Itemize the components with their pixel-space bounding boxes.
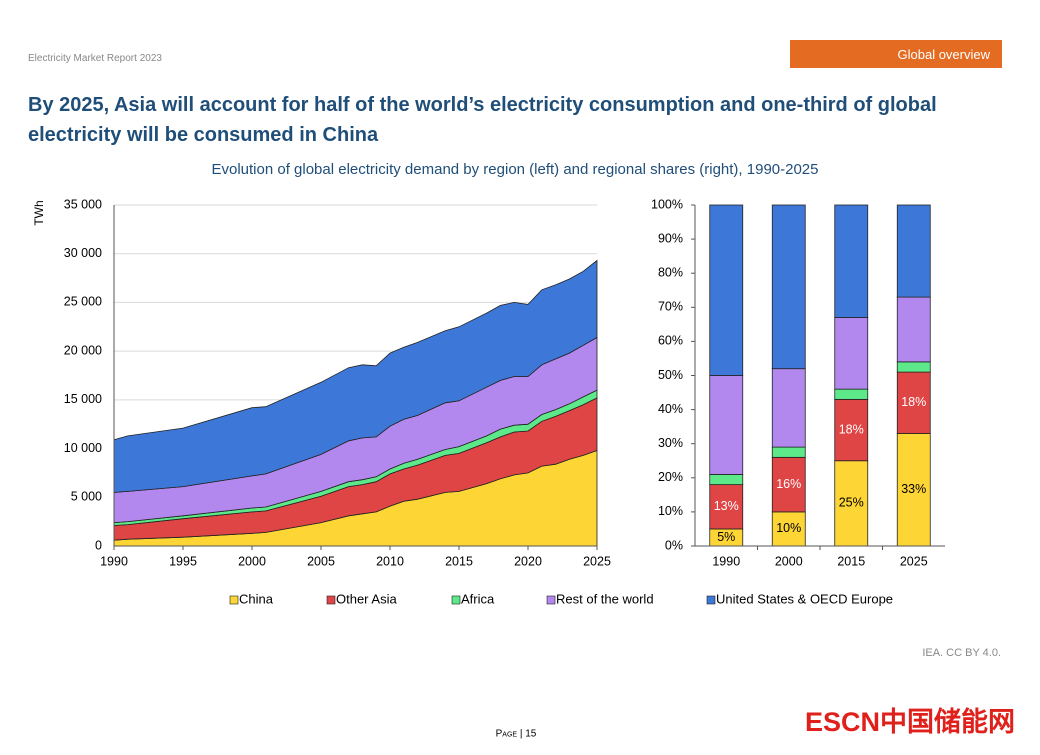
- legend-label: China: [239, 591, 274, 606]
- bar-segment: [709, 204, 744, 376]
- x-tick-label: 2025: [583, 554, 611, 568]
- page-title: By 2025, Asia will account for half of t…: [28, 94, 937, 146]
- y-tick-label: 80%: [658, 265, 683, 279]
- value-label: 10%: [776, 521, 801, 535]
- bar-segment: [771, 204, 806, 370]
- bar-segment: [896, 204, 931, 298]
- y-axis-label: TWh: [32, 200, 46, 225]
- y-tick-label: 35 000: [64, 197, 102, 211]
- x-tick-label: 1990: [712, 554, 740, 568]
- x-tick-label: 2000: [238, 554, 266, 568]
- legend-label: United States & OECD Europe: [716, 591, 893, 606]
- y-tick-label: 10 000: [64, 441, 102, 455]
- y-tick-label: 100%: [651, 197, 683, 211]
- value-label: 5%: [717, 530, 735, 544]
- legend-swatch: [229, 595, 239, 605]
- x-tick-label: 2015: [837, 554, 865, 568]
- x-tick-label: 2015: [445, 554, 473, 568]
- bar-segment: [834, 460, 869, 547]
- bar-segment: [834, 388, 869, 400]
- x-tick-label: 2020: [514, 554, 542, 568]
- section-label: Global overview: [897, 47, 991, 62]
- x-tick-label: 2005: [307, 554, 335, 568]
- value-label: 33%: [901, 482, 926, 496]
- y-tick-label: 10%: [658, 504, 683, 518]
- legend-swatch: [706, 595, 716, 605]
- legend-label: Other Asia: [336, 591, 397, 606]
- legend-label: Africa: [461, 591, 495, 606]
- bar-segment: [834, 204, 869, 318]
- watermark: ESCN中国储能网: [805, 706, 1015, 737]
- legend-swatch: [451, 595, 461, 605]
- value-label: 25%: [839, 496, 864, 510]
- x-tick-label: 1995: [169, 554, 197, 568]
- bar-segment: [709, 375, 744, 475]
- bar-segment: [771, 446, 806, 458]
- page-number: Page | 15: [496, 729, 537, 740]
- value-label: 16%: [776, 477, 801, 491]
- x-tick-label: 1990: [100, 554, 128, 568]
- bar-segment: [771, 456, 806, 513]
- source: IEA. CC BY 4.0.: [922, 647, 1001, 659]
- bar-segment: [896, 361, 931, 373]
- y-tick-label: 15 000: [64, 392, 102, 406]
- x-tick-label: 2010: [376, 554, 404, 568]
- y-tick-label: 25 000: [64, 295, 102, 309]
- legend-label: Rest of the world: [556, 591, 654, 606]
- section-tag: Global overview: [790, 40, 1002, 68]
- y-tick-label: 40%: [658, 402, 683, 416]
- bar-segment: [834, 317, 869, 390]
- legend-swatch: [546, 595, 556, 605]
- legend-swatch: [326, 595, 336, 605]
- chart-subtitle: Evolution of global electricity demand b…: [211, 161, 818, 178]
- bar-segment: [896, 371, 931, 434]
- bar-segment: [896, 296, 931, 363]
- y-tick-label: 20 000: [64, 343, 102, 357]
- y-tick-label: 60%: [658, 334, 683, 348]
- bar-segment: [709, 484, 744, 530]
- y-tick-label: 0%: [665, 538, 683, 552]
- y-tick-label: 70%: [658, 300, 683, 314]
- y-tick-label: 50%: [658, 368, 683, 382]
- value-label: 13%: [714, 499, 739, 513]
- y-tick-label: 30%: [658, 436, 683, 450]
- x-tick-label: 2025: [900, 554, 928, 568]
- y-tick-label: 30 000: [64, 246, 102, 260]
- y-tick-label: 5 000: [71, 490, 102, 504]
- y-tick-label: 0: [95, 538, 102, 552]
- y-tick-label: 90%: [658, 231, 683, 245]
- report-name: Electricity Market Report 2023: [28, 53, 162, 64]
- value-label: 18%: [901, 395, 926, 409]
- y-tick-label: 20%: [658, 470, 683, 484]
- bar-segment: [709, 473, 744, 486]
- area: [113, 259, 598, 493]
- bar-segment: [771, 368, 806, 448]
- value-label: 18%: [839, 422, 864, 436]
- bar-segment: [896, 433, 931, 547]
- x-tick-label: 2000: [775, 554, 803, 568]
